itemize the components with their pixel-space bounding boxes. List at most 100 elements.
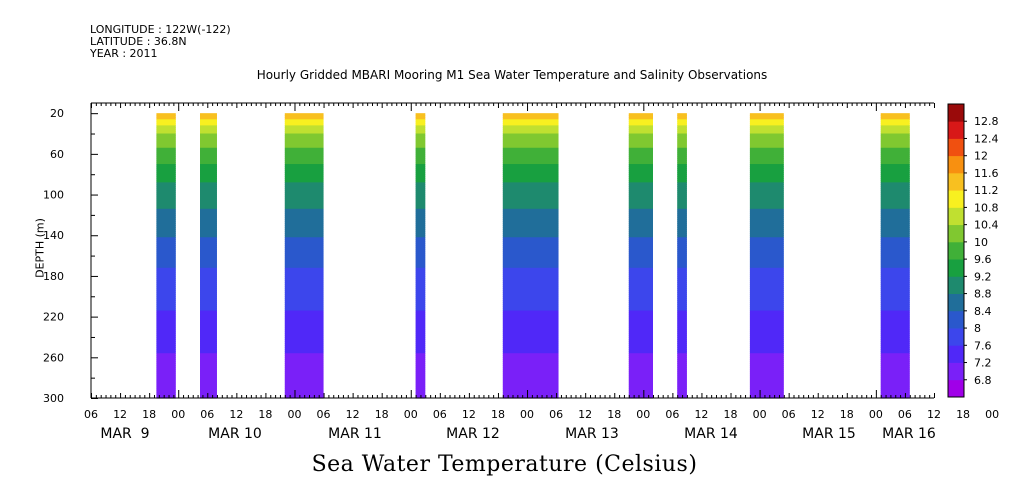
temperature-cell [677, 237, 687, 240]
temperature-cell [200, 367, 217, 371]
colorbar-swatch [948, 190, 964, 208]
temperature-cell [880, 182, 910, 185]
temperature-cell [677, 339, 687, 342]
temperature-cell [415, 381, 426, 385]
temperature-cell [200, 229, 217, 232]
temperature-cell [880, 339, 910, 342]
temperature-cell [200, 196, 217, 200]
temperature-cell [200, 351, 217, 354]
temperature-cell [880, 178, 910, 181]
temperature-cell [156, 235, 176, 238]
temperature-cell [200, 204, 217, 208]
temperature-cell [415, 361, 426, 365]
temperature-cell [749, 247, 784, 251]
temperature-cell [749, 137, 784, 141]
temperature-cell [628, 180, 653, 183]
temperature-cell [284, 265, 324, 269]
temperature-cell [200, 355, 217, 358]
temperature-cell [677, 113, 687, 116]
temperature-cell [502, 355, 559, 358]
temperature-cell [156, 355, 176, 358]
temperature-cell [415, 180, 426, 183]
temperature-cell [284, 170, 324, 173]
temperature-cell [749, 143, 784, 147]
temperature-cell [677, 164, 687, 167]
temperature-cell [880, 147, 910, 151]
temperature-cell [156, 381, 176, 385]
temperature-cell [415, 332, 426, 336]
temperature-cell [880, 188, 910, 192]
temperature-cell [677, 229, 687, 232]
temperature-cell [284, 194, 324, 198]
temperature-cell [880, 200, 910, 204]
temperature-cell [415, 247, 426, 251]
temperature-cell [200, 172, 217, 175]
temperature-cell [284, 186, 324, 190]
temperature-cell [880, 131, 910, 135]
temperature-cell [200, 141, 217, 145]
temperature-cell [284, 247, 324, 251]
colorbar-label: 10.4 [974, 219, 999, 232]
temperature-cell [628, 312, 653, 316]
temperature-cell [628, 361, 653, 365]
x-hour-tick-label: 00 [869, 408, 883, 421]
temperature-cell [284, 174, 324, 177]
temperature-cell [284, 133, 324, 137]
temperature-cell [502, 243, 559, 247]
temperature-cell [749, 133, 784, 137]
temperature-cell [415, 322, 426, 326]
temperature-cell [749, 145, 784, 149]
temperature-cell [628, 208, 653, 212]
temperature-cell [200, 280, 217, 283]
temperature-cell [628, 231, 653, 234]
temperature-cell [284, 290, 324, 293]
temperature-cell [284, 202, 324, 206]
temperature-cell [284, 145, 324, 149]
temperature-cell [628, 304, 653, 308]
temperature-cell [628, 249, 653, 253]
temperature-cell [880, 296, 910, 299]
temperature-cell [749, 141, 784, 145]
temperature-cell [677, 206, 687, 210]
temperature-cell [677, 139, 687, 143]
temperature-cell [749, 395, 784, 399]
temperature-cell [284, 190, 324, 194]
temperature-cell [502, 304, 559, 308]
temperature-cell [677, 247, 687, 251]
temperature-cell [156, 261, 176, 265]
temperature-cell [156, 341, 176, 344]
temperature-cell [628, 157, 653, 161]
y-tick-label: 100 [43, 189, 64, 202]
temperature-cell [156, 145, 176, 149]
temperature-cell [502, 121, 559, 124]
x-day-label: MAR 11 [328, 426, 382, 442]
temperature-cell [200, 282, 217, 285]
temperature-cell [200, 231, 217, 234]
data-block [284, 113, 324, 399]
temperature-cell [749, 300, 784, 303]
temperature-cell [156, 353, 176, 356]
temperature-cell [677, 332, 687, 336]
temperature-cell [880, 151, 910, 155]
temperature-cell [200, 271, 217, 275]
temperature-cell [200, 320, 217, 324]
temperature-cell [502, 255, 559, 259]
temperature-cell [284, 204, 324, 208]
temperature-cell [749, 345, 784, 348]
temperature-cell [880, 231, 910, 234]
temperature-cell [628, 339, 653, 342]
temperature-cell [502, 253, 559, 257]
temperature-cell [284, 184, 324, 188]
temperature-cell [749, 375, 784, 379]
temperature-cell [749, 123, 784, 126]
colorbar-swatch [948, 293, 964, 312]
temperature-cell [156, 188, 176, 192]
temperature-cell [156, 284, 176, 287]
x-hour-tick-label: 06 [665, 408, 679, 421]
temperature-cell [284, 273, 324, 277]
temperature-cell [200, 123, 217, 126]
temperature-cell [415, 216, 426, 220]
temperature-cell [415, 194, 426, 198]
temperature-cell [677, 174, 687, 177]
